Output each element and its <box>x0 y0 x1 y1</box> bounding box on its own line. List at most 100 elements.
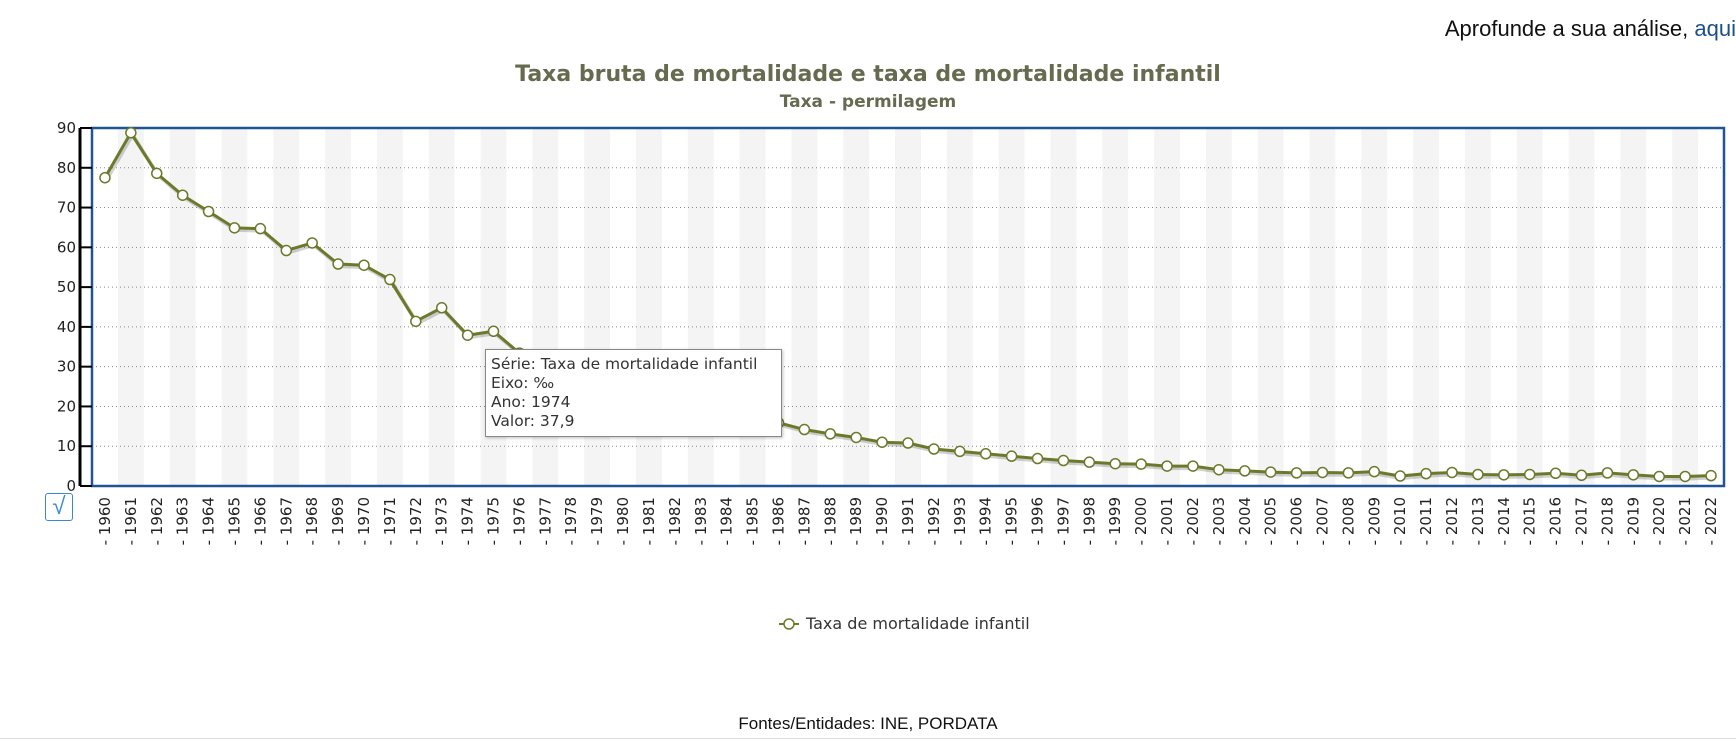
analysis-prompt: Aprofunde a sua análise, aqui <box>1445 16 1736 42</box>
x-tick-label: - 1973 <box>433 497 451 545</box>
plot-bands <box>117 128 1699 486</box>
data-point <box>254 222 267 235</box>
data-point <box>384 273 396 286</box>
data-point <box>850 431 862 444</box>
x-tick-label: - 1972 <box>407 497 425 545</box>
data-point <box>902 437 914 449</box>
data-point <box>1394 470 1406 482</box>
plot-border <box>90 126 1726 488</box>
x-tick-label: - 1966 <box>251 497 269 545</box>
x-tick-label: - 1970 <box>355 497 373 545</box>
data-point <box>1368 465 1381 478</box>
y-tick-label: 80 <box>57 159 76 177</box>
data-point <box>306 237 318 249</box>
x-tick-label: - 1977 <box>536 497 554 545</box>
data-point <box>1549 467 1562 480</box>
x-tick-label: - 1981 <box>640 497 658 545</box>
data-point <box>1290 467 1303 479</box>
data-point <box>1213 463 1225 476</box>
x-tick-label: - 1990 <box>873 497 891 545</box>
x-tick-label: - 1993 <box>951 497 969 545</box>
plot-band <box>1309 128 1336 486</box>
x-tick-label: - 1985 <box>744 497 762 545</box>
legend-label: Taxa de mortalidade infantil <box>806 614 1030 633</box>
x-tick-label: - 1964 <box>200 497 218 545</box>
x-tick-label: - 1991 <box>899 497 917 545</box>
x-tick-label: - 1960 <box>96 497 114 545</box>
x-tick-label: - 2020 <box>1650 497 1668 545</box>
x-tick-label: - 1998 <box>1080 497 1098 545</box>
series-toggle-checkbox[interactable]: √ <box>45 493 73 521</box>
data-point <box>1239 465 1251 477</box>
plot-band <box>1413 128 1440 486</box>
x-tick-label: - 1965 <box>225 497 243 545</box>
plot-band <box>998 128 1025 486</box>
x-tick-label: - 2011 <box>1417 497 1435 545</box>
plot-band <box>895 128 921 486</box>
x-tick-label: - 1995 <box>1003 497 1021 545</box>
plot-band <box>1205 128 1232 486</box>
tooltip-series: Série: Taxa de mortalidade infantil <box>491 355 758 373</box>
x-tick-label: - 2004 <box>1236 497 1254 545</box>
data-point <box>1627 469 1640 481</box>
legend-marker-icon <box>779 617 799 630</box>
x-tick-label: - 2021 <box>1676 497 1694 545</box>
data-point <box>1109 457 1121 470</box>
data-point <box>1679 470 1691 483</box>
x-tick-label: - 1994 <box>977 497 995 545</box>
data-point <box>1705 469 1717 482</box>
x-tick-label: - 1963 <box>174 497 192 545</box>
analysis-link[interactable]: aqui <box>1694 16 1736 41</box>
data-point <box>1083 456 1096 468</box>
x-tick-label: - 2022 <box>1702 497 1720 545</box>
x-tick-label: - 2017 <box>1573 497 1591 545</box>
data-point <box>228 222 241 234</box>
legend-item[interactable]: Taxa de mortalidade infantil <box>778 614 1030 633</box>
plot-band <box>1257 128 1284 486</box>
tooltip-year: Ano: 1974 <box>491 393 571 411</box>
data-point <box>1135 458 1147 470</box>
x-tick-label: - 2003 <box>1210 497 1228 545</box>
plot-band <box>325 128 352 486</box>
x-tick-label: - 2001 <box>1158 497 1176 545</box>
x-tick-label: - 1975 <box>485 497 503 545</box>
y-tick-label: 70 <box>57 199 76 217</box>
x-tick-label: - 1992 <box>925 497 943 545</box>
plot-band <box>117 128 144 486</box>
x-tick-label: - 1999 <box>1106 497 1124 545</box>
plot-band <box>1672 128 1699 486</box>
x-tick-label: - 1976 <box>510 497 528 545</box>
data-point <box>202 205 215 218</box>
data-point <box>1187 460 1199 472</box>
data-point <box>1342 467 1355 479</box>
x-tick-label: - 2012 <box>1443 497 1461 545</box>
data-point <box>1161 460 1173 472</box>
x-tick-label: - 2018 <box>1598 497 1616 545</box>
x-tick-label: - 1982 <box>666 497 684 545</box>
plot-band <box>273 128 300 486</box>
x-tick-label: - 1986 <box>769 497 787 545</box>
data-point <box>979 448 992 460</box>
data-tooltip: Série: Taxa de mortalidade infantil Eixo… <box>485 349 782 437</box>
data-point <box>410 315 422 328</box>
data-point <box>358 259 370 271</box>
chart-title: Taxa bruta de mortalidade e taxa de mort… <box>515 62 1221 87</box>
tooltip-axis: Eixo: ‰ <box>491 374 555 392</box>
data-point <box>1316 466 1329 479</box>
x-tick-label: - 1979 <box>588 497 606 545</box>
x-tick-label: - 2002 <box>1184 497 1202 545</box>
sources-footer: Fontes/Entidades: INE, PORDATA <box>738 714 998 733</box>
y-tick-label: 60 <box>57 238 76 256</box>
x-tick-label: - 2016 <box>1547 497 1565 545</box>
x-tick-label: - 1983 <box>692 497 710 545</box>
data-point <box>824 428 837 440</box>
tooltip-value: Valor: 37,9 <box>491 412 575 430</box>
y-tick-label: 0 <box>66 477 76 495</box>
x-tick-label: - 1969 <box>329 497 347 545</box>
x-tick-label: - 2009 <box>1365 497 1383 545</box>
plot-band <box>1620 128 1647 486</box>
y-tick-label: 90 <box>57 119 76 137</box>
x-tick-label: - 1988 <box>821 497 839 545</box>
plot-band <box>1050 128 1077 486</box>
